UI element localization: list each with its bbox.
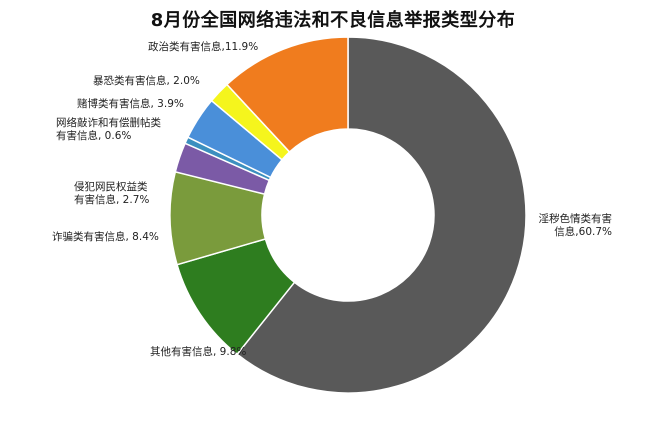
slice-label: 网络敲诈和有偿删帖类有害信息, 0.6% (56, 116, 161, 142)
pie-slice (236, 36, 527, 394)
chart-title: 8月份全国网络违法和不良信息举报类型分布 (150, 10, 516, 31)
slice-label: 政治类有害信息,11.9% (148, 40, 258, 53)
slice-label: 暴恐类有害信息, 2.0% (93, 74, 200, 87)
slice-label: 诈骗类有害信息, 8.4% (52, 230, 159, 243)
slice-label: 其他有害信息, 9.8% (150, 345, 246, 358)
pie-slice (225, 36, 349, 153)
slice-label: 淫秽色情类有害信息,60.7% (539, 212, 613, 238)
slice-label: 侵犯网民权益类有害信息, 2.7% (74, 180, 149, 206)
slice-label: 赌博类有害信息, 3.9% (77, 97, 184, 110)
